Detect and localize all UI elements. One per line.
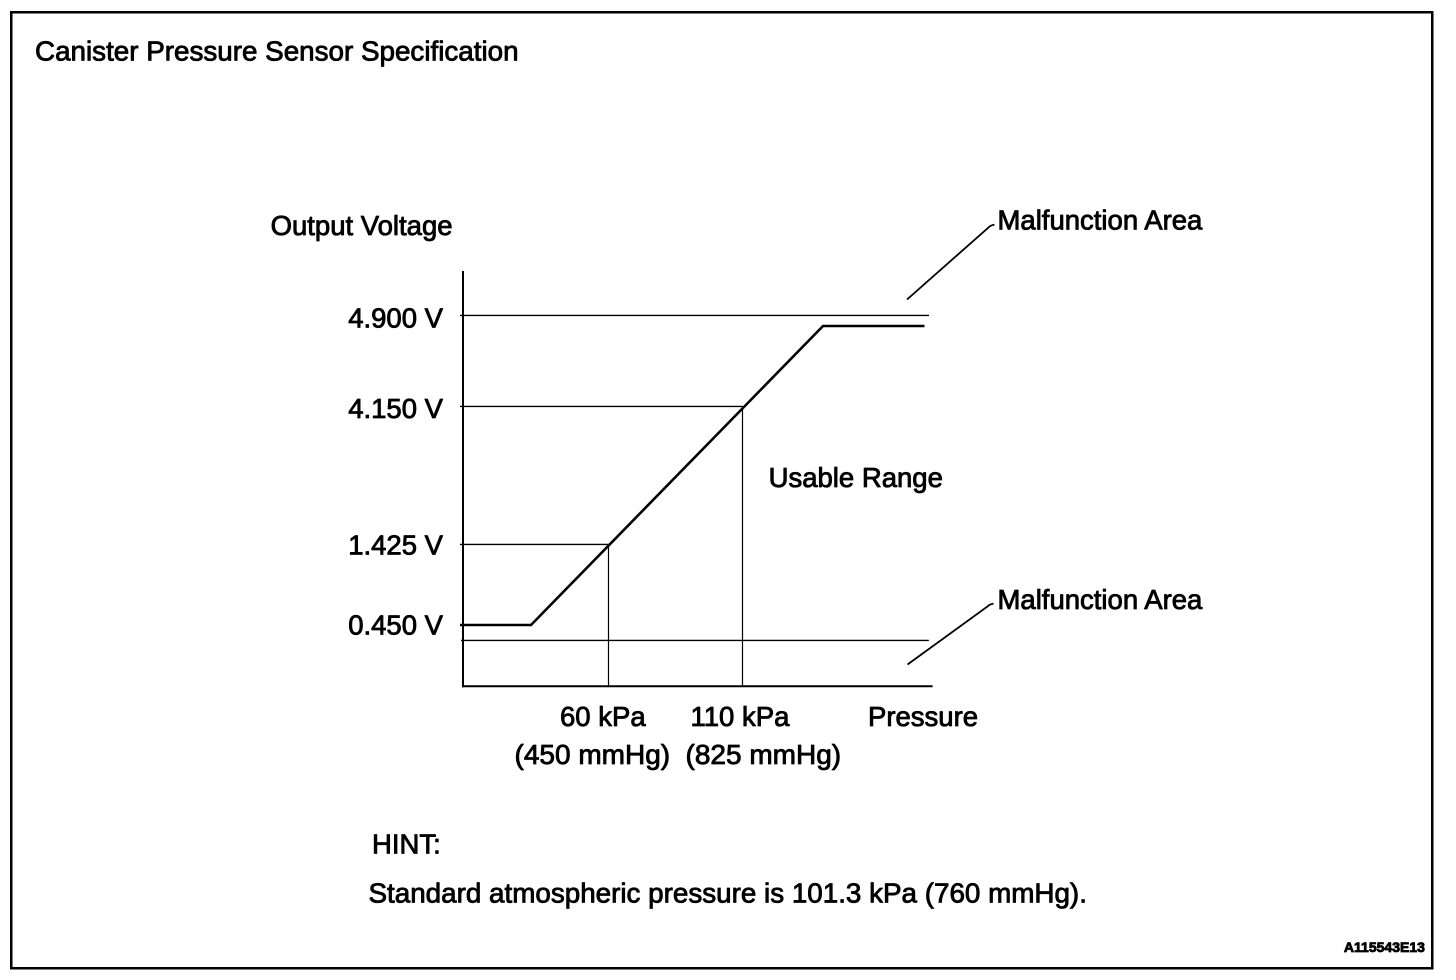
svg-text:Canister Pressure Sensor Speci: Canister Pressure Sensor Specification xyxy=(35,36,519,67)
svg-text:4.150 V: 4.150 V xyxy=(348,393,443,424)
svg-text:HINT:: HINT: xyxy=(372,828,441,859)
svg-text:Malfunction Area: Malfunction Area xyxy=(998,584,1204,615)
svg-text:Usable Range: Usable Range xyxy=(769,462,943,493)
svg-text:0.450 V: 0.450 V xyxy=(348,610,443,641)
svg-text:60 kPa: 60 kPa xyxy=(560,701,646,732)
svg-text:(825 mmHg): (825 mmHg) xyxy=(686,739,842,770)
svg-text:Pressure: Pressure xyxy=(868,701,978,732)
svg-text:Malfunction Area: Malfunction Area xyxy=(998,205,1204,236)
svg-text:A115543E13: A115543E13 xyxy=(1344,939,1425,955)
svg-text:110 kPa: 110 kPa xyxy=(691,701,791,732)
svg-text:Output Voltage: Output Voltage xyxy=(271,210,453,241)
svg-text:(450 mmHg): (450 mmHg) xyxy=(515,739,671,770)
svg-text:4.900 V: 4.900 V xyxy=(348,303,443,334)
svg-text:Standard atmospheric pressure: Standard atmospheric pressure is 101.3 k… xyxy=(369,877,1087,908)
svg-text:1.425 V: 1.425 V xyxy=(348,529,443,560)
